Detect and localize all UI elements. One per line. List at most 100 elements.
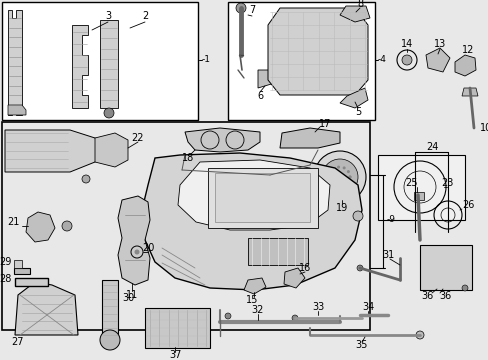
Text: 11: 11	[125, 290, 138, 300]
Polygon shape	[247, 238, 307, 265]
Text: 22: 22	[131, 133, 144, 143]
Polygon shape	[178, 160, 329, 230]
Polygon shape	[215, 173, 309, 222]
Polygon shape	[95, 133, 128, 167]
Circle shape	[328, 178, 331, 181]
Polygon shape	[207, 168, 317, 228]
Text: 29: 29	[0, 257, 12, 267]
Text: 26: 26	[461, 200, 473, 210]
Polygon shape	[258, 70, 278, 88]
Circle shape	[62, 221, 72, 231]
Polygon shape	[2, 122, 369, 330]
Text: 27: 27	[12, 337, 24, 347]
Text: 17: 17	[318, 119, 330, 129]
Polygon shape	[339, 6, 369, 22]
Text: 35: 35	[355, 340, 367, 350]
Text: 14: 14	[400, 39, 412, 49]
Text: 5: 5	[354, 107, 360, 117]
Circle shape	[342, 185, 345, 188]
Text: 32: 32	[251, 305, 264, 315]
Polygon shape	[72, 25, 88, 108]
Text: 21: 21	[8, 217, 20, 227]
Circle shape	[346, 170, 349, 173]
Polygon shape	[5, 130, 105, 172]
Text: 25: 25	[405, 178, 417, 188]
Polygon shape	[142, 153, 361, 290]
Text: 19: 19	[335, 203, 347, 213]
Text: 8: 8	[356, 0, 362, 9]
Text: 33: 33	[311, 302, 324, 312]
Text: -4: -4	[377, 55, 386, 64]
Circle shape	[321, 159, 357, 195]
Polygon shape	[227, 2, 374, 120]
Polygon shape	[15, 282, 78, 335]
Polygon shape	[339, 88, 367, 108]
Circle shape	[134, 249, 139, 255]
Polygon shape	[15, 278, 48, 286]
Polygon shape	[14, 260, 22, 268]
Polygon shape	[413, 192, 423, 200]
Circle shape	[336, 185, 339, 188]
Circle shape	[131, 246, 142, 258]
Text: 16: 16	[298, 263, 310, 273]
Circle shape	[100, 330, 120, 350]
Circle shape	[291, 315, 297, 321]
Circle shape	[224, 313, 230, 319]
Polygon shape	[14, 268, 30, 274]
Polygon shape	[145, 308, 209, 348]
Polygon shape	[267, 8, 367, 95]
Circle shape	[313, 151, 365, 203]
Circle shape	[331, 183, 334, 186]
Text: 30: 30	[122, 293, 134, 303]
Text: 23: 23	[440, 178, 452, 188]
Text: 18: 18	[182, 153, 194, 163]
Polygon shape	[425, 48, 449, 72]
Circle shape	[352, 211, 362, 221]
Text: 24: 24	[425, 142, 437, 152]
Text: 28: 28	[0, 274, 12, 284]
Circle shape	[346, 181, 349, 184]
Text: 36: 36	[438, 291, 450, 301]
Text: -9: -9	[386, 216, 395, 225]
Text: 15: 15	[245, 295, 258, 305]
Text: -1: -1	[202, 55, 210, 64]
Circle shape	[331, 168, 334, 171]
Text: 12: 12	[461, 45, 473, 55]
Polygon shape	[8, 105, 26, 115]
Text: 31: 31	[381, 250, 393, 260]
Circle shape	[415, 331, 423, 339]
Text: 36: 36	[420, 291, 432, 301]
Circle shape	[342, 166, 345, 170]
Circle shape	[401, 55, 411, 65]
Text: 2: 2	[142, 11, 148, 21]
Circle shape	[104, 108, 114, 118]
Circle shape	[236, 3, 245, 13]
Polygon shape	[100, 20, 118, 108]
Polygon shape	[461, 88, 477, 96]
Circle shape	[348, 175, 351, 179]
Polygon shape	[102, 280, 118, 340]
Polygon shape	[184, 128, 260, 152]
Text: 6: 6	[256, 91, 263, 101]
Text: 3: 3	[105, 11, 111, 21]
Circle shape	[348, 175, 351, 179]
Text: 10: 10	[479, 123, 488, 133]
Polygon shape	[280, 128, 339, 148]
Circle shape	[336, 166, 339, 168]
Circle shape	[82, 175, 90, 183]
Polygon shape	[26, 212, 55, 242]
Polygon shape	[284, 268, 305, 288]
Text: 7: 7	[248, 5, 255, 15]
Text: 20: 20	[142, 243, 154, 253]
Polygon shape	[419, 245, 471, 290]
Polygon shape	[454, 55, 475, 76]
Text: 37: 37	[168, 350, 181, 360]
Polygon shape	[244, 278, 265, 294]
Circle shape	[356, 265, 362, 271]
Polygon shape	[118, 196, 150, 285]
Text: 13: 13	[433, 39, 445, 49]
Polygon shape	[377, 155, 464, 220]
Text: 34: 34	[361, 302, 373, 312]
Circle shape	[328, 173, 331, 176]
Polygon shape	[8, 10, 22, 115]
